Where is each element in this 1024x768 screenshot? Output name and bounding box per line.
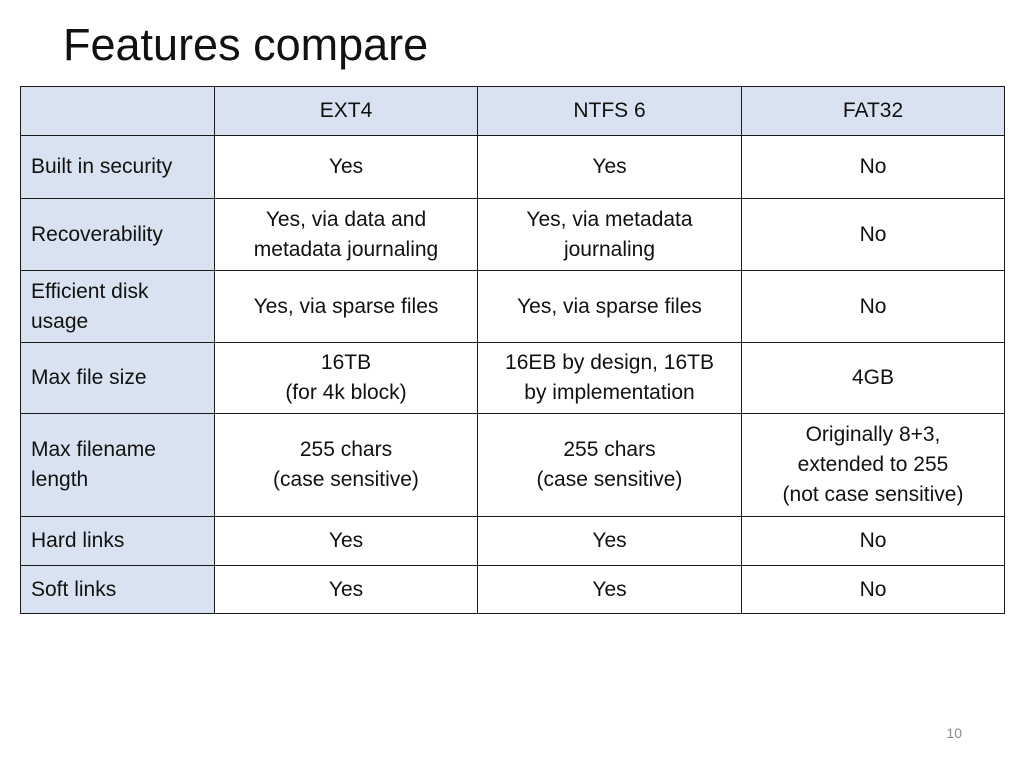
table-cell-fat32: No [741,135,1005,199]
features-compare-table: EXT4 NTFS 6 FAT32 Built in security Yes … [20,86,1005,614]
column-header-blank [20,86,215,136]
row-label-built-in-security: Built in security [20,135,215,199]
table-cell-ntfs6: Yes [477,565,742,614]
table-cell-fat32: No [741,198,1005,271]
table-cell-ntfs6: 255 chars (case sensitive) [477,413,742,517]
table-cell-ext4: Yes [214,135,478,199]
row-label-recoverability: Recoverability [20,198,215,271]
table-row: Soft links Yes Yes No [20,565,1005,614]
column-header-fat32: FAT32 [741,86,1005,136]
table-cell-fat32: No [741,270,1005,343]
table-cell-ext4: 255 chars (case sensitive) [214,413,478,517]
table-cell-ext4: 16TB (for 4k block) [214,342,478,414]
table-cell-fat32: No [741,516,1005,566]
table-cell-ext4: Yes [214,565,478,614]
table-row: Efficient disk usage Yes, via sparse fil… [20,270,1005,343]
table-cell-ntfs6: 16EB by design, 16TB by implementation [477,342,742,414]
page-number: 10 [946,725,962,741]
row-label-hard-links: Hard links [20,516,215,566]
table-cell-ntfs6: Yes, via sparse files [477,270,742,343]
table-cell-fat32: No [741,565,1005,614]
table-cell-ext4: Yes [214,516,478,566]
slide-title: Features compare [63,19,429,70]
column-header-ext4: EXT4 [214,86,478,136]
table-cell-fat32: Originally 8+3, extended to 255 (not cas… [741,413,1005,517]
table-cell-ntfs6: Yes [477,516,742,566]
column-header-ntfs6: NTFS 6 [477,86,742,136]
table-cell-ntfs6: Yes [477,135,742,199]
row-label-soft-links: Soft links [20,565,215,614]
table-row: Hard links Yes Yes No [20,516,1005,566]
table-header-row: EXT4 NTFS 6 FAT32 [20,86,1005,136]
table-cell-ext4: Yes, via data and metadata journaling [214,198,478,271]
row-label-max-filename-length: Max filename length [20,413,215,517]
table-row: Recoverability Yes, via data and metadat… [20,198,1005,271]
row-label-max-file-size: Max file size [20,342,215,414]
table-row: Built in security Yes Yes No [20,135,1005,199]
table-row: Max filename length 255 chars (case sens… [20,413,1005,517]
table-cell-ext4: Yes, via sparse files [214,270,478,343]
table-cell-fat32: 4GB [741,342,1005,414]
table-cell-ntfs6: Yes, via metadata journaling [477,198,742,271]
table-row: Max file size 16TB (for 4k block) 16EB b… [20,342,1005,414]
row-label-efficient-disk-usage: Efficient disk usage [20,270,215,343]
